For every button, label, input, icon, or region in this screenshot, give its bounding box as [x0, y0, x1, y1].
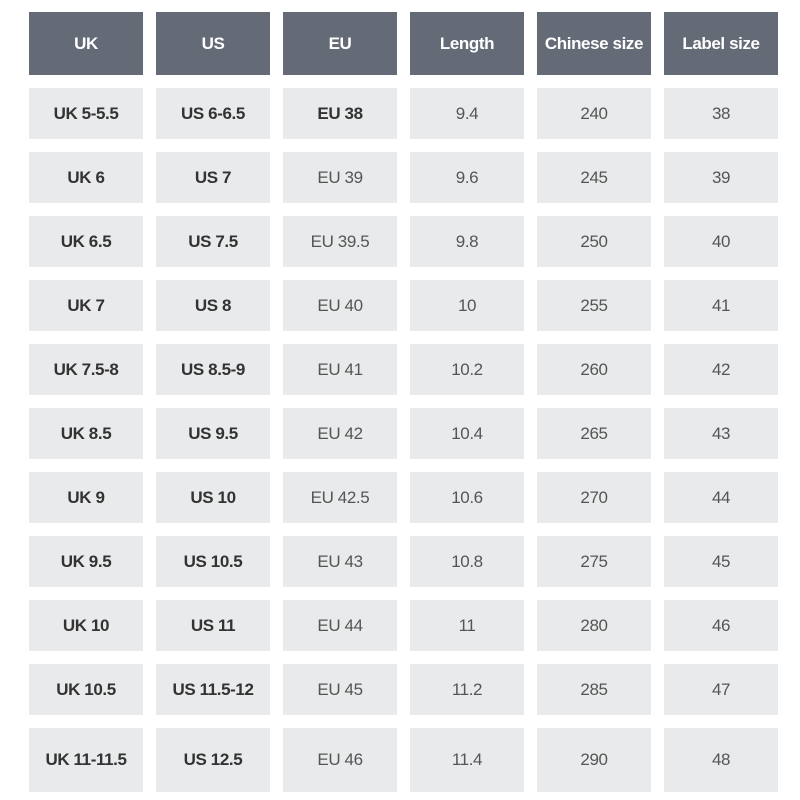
- table-cell: EU 44: [283, 600, 397, 651]
- table-cell: 9.6: [410, 152, 524, 203]
- table-cell: 10.2: [410, 344, 524, 395]
- table-cell: 45: [664, 536, 778, 587]
- table-cell: UK 9: [29, 472, 143, 523]
- table-cell: US 9.5: [156, 408, 270, 459]
- table-cell: UK 11-11.5: [29, 728, 143, 792]
- table-cell: 9.8: [410, 216, 524, 267]
- table-cell: EU 42: [283, 408, 397, 459]
- table-cell: EU 39.5: [283, 216, 397, 267]
- table-cell: 10: [410, 280, 524, 331]
- table-cell: 9.4: [410, 88, 524, 139]
- table-cell: US 8: [156, 280, 270, 331]
- table-cell: 38: [664, 88, 778, 139]
- header-cell: Label size: [664, 12, 778, 75]
- table-cell: UK 7.5-8: [29, 344, 143, 395]
- table-cell: 44: [664, 472, 778, 523]
- table-cell: 260: [537, 344, 651, 395]
- table-cell: 46: [664, 600, 778, 651]
- table-cell: US 10: [156, 472, 270, 523]
- table-cell: EU 43: [283, 536, 397, 587]
- table-cell: US 7.5: [156, 216, 270, 267]
- table-cell: US 7: [156, 152, 270, 203]
- table-cell: 255: [537, 280, 651, 331]
- table-cell: 39: [664, 152, 778, 203]
- table-cell: EU 38: [283, 88, 397, 139]
- table-cell: EU 39: [283, 152, 397, 203]
- header-cell: UK: [29, 12, 143, 75]
- table-cell: EU 41: [283, 344, 397, 395]
- table-cell: UK 5-5.5: [29, 88, 143, 139]
- table-cell: 290: [537, 728, 651, 792]
- table-cell: 11.4: [410, 728, 524, 792]
- table-cell: UK 10.5: [29, 664, 143, 715]
- table-cell: 265: [537, 408, 651, 459]
- table-cell: EU 45: [283, 664, 397, 715]
- header-cell: EU: [283, 12, 397, 75]
- table-cell: 11: [410, 600, 524, 651]
- table-cell: UK 9.5: [29, 536, 143, 587]
- table-cell: 280: [537, 600, 651, 651]
- table-cell: EU 42.5: [283, 472, 397, 523]
- table-cell: 41: [664, 280, 778, 331]
- table-cell: 40: [664, 216, 778, 267]
- table-cell: EU 40: [283, 280, 397, 331]
- table-cell: UK 6: [29, 152, 143, 203]
- table-cell: US 12.5: [156, 728, 270, 792]
- table-cell: US 6-6.5: [156, 88, 270, 139]
- table-cell: 240: [537, 88, 651, 139]
- header-cell: Chinese size: [537, 12, 651, 75]
- table-cell: 245: [537, 152, 651, 203]
- table-cell: 47: [664, 664, 778, 715]
- header-cell: Length: [410, 12, 524, 75]
- table-cell: 10.6: [410, 472, 524, 523]
- table-cell: US 10.5: [156, 536, 270, 587]
- table-cell: UK 7: [29, 280, 143, 331]
- table-cell: US 11.5-12: [156, 664, 270, 715]
- table-cell: 11.2: [410, 664, 524, 715]
- table-cell: 270: [537, 472, 651, 523]
- table-cell: UK 6.5: [29, 216, 143, 267]
- table-cell: 43: [664, 408, 778, 459]
- table-cell: UK 10: [29, 600, 143, 651]
- header-cell: US: [156, 12, 270, 75]
- table-cell: 48: [664, 728, 778, 792]
- table-cell: UK 8.5: [29, 408, 143, 459]
- table-cell: US 8.5-9: [156, 344, 270, 395]
- table-cell: 275: [537, 536, 651, 587]
- table-cell: 10.4: [410, 408, 524, 459]
- table-cell: 250: [537, 216, 651, 267]
- table-cell: 285: [537, 664, 651, 715]
- table-cell: EU 46: [283, 728, 397, 792]
- table-cell: 42: [664, 344, 778, 395]
- table-cell: 10.8: [410, 536, 524, 587]
- table-cell: US 11: [156, 600, 270, 651]
